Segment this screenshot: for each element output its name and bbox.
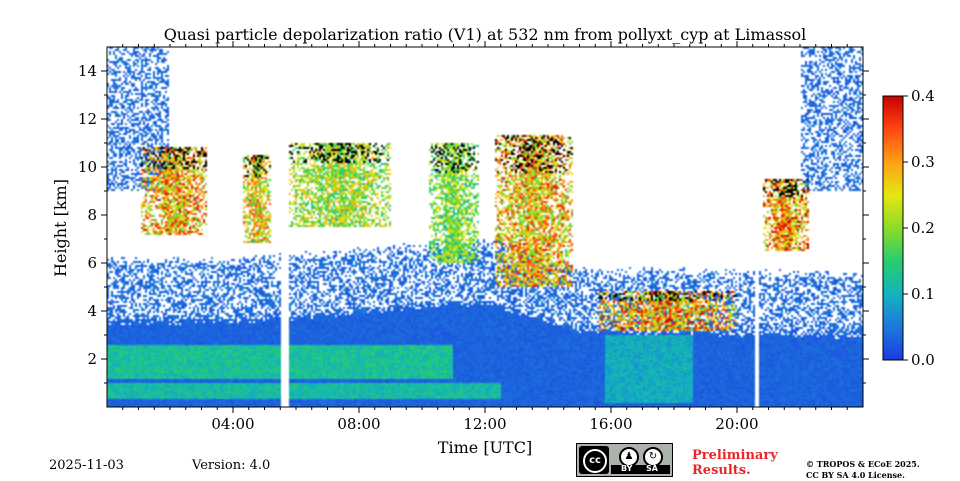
y-tick-label-4: 10 [78,158,97,176]
x-tick-label-1: 08:00 [337,415,380,433]
preliminary-results-note: Preliminary Results. [692,448,792,478]
x-tick-label-4: 20:00 [715,415,758,433]
y-axis-ticks: 2 4 6 8 10 12 14 [78,62,869,384]
colorbar-tick-label-0: 0.0 [911,351,935,369]
y-tick-label-3: 8 [87,206,97,224]
footer-date: 2025-11-03 [49,458,124,473]
preliminary-line-2: Results. [692,463,751,478]
cc-logo-block: cc [579,446,609,474]
copyright-note: © TROPOS & ECoE 2025. CC BY SA 4.0 Licen… [806,459,946,481]
colorbar [882,95,904,361]
x-tick-label-0: 04:00 [211,415,254,433]
by-label: BY [621,464,633,473]
copyright-line-2: CC BY SA 4.0 License. [806,470,905,480]
x-axis-label: Time [UTC] [438,438,532,457]
cc-icon: cc [583,449,607,473]
heatmap-plot-area [107,47,863,407]
footer-version: Version: 4.0 [192,458,271,473]
y-axis-label: Height [km] [51,179,70,277]
preliminary-line-1: Preliminary [692,448,778,463]
y-tick-label-6: 14 [78,62,97,80]
colorbar-tick-label-3: 0.3 [911,153,935,171]
colorbar-tick-label-4: 0.4 [911,87,935,105]
chart-title: Quasi particle depolarization ratio (V1)… [164,25,807,44]
colorbar-tick-label-2: 0.2 [911,219,935,237]
colorbar-ticks: 0.0 0.1 0.2 0.3 0.4 [903,87,935,369]
y-tick-label-0: 2 [87,350,97,368]
x-axis-ticks: 04:00 08:00 12:00 16:00 20:00 [122,41,848,433]
x-tick-label-2: 12:00 [463,415,506,433]
sa-label: SA [646,464,658,473]
colorbar-tick-label-1: 0.1 [911,285,935,303]
y-tick-label-1: 4 [87,302,97,320]
depolarization-heatmap [107,47,863,407]
y-tick-label-2: 6 [87,254,97,272]
x-tick-label-3: 16:00 [589,415,632,433]
license-strip: BY SA [611,464,670,474]
y-tick-label-5: 12 [78,110,97,128]
cc-license-badge[interactable]: cc ♟ ↻ BY SA [576,443,673,477]
copyright-line-1: © TROPOS & ECoE 2025. [806,459,920,469]
